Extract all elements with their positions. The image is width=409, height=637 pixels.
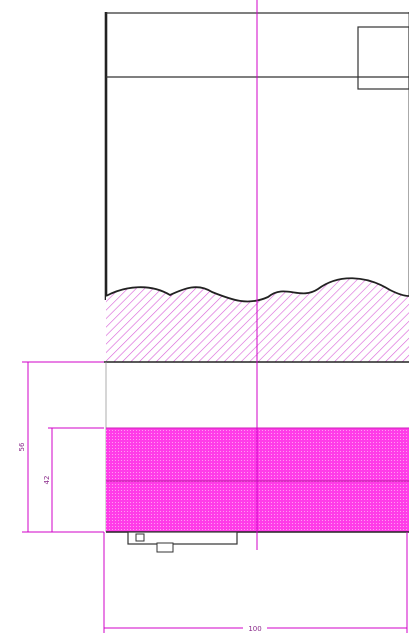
inner-height-label: 42 <box>43 476 51 485</box>
dimension-outer-height: 56 <box>18 361 104 533</box>
width-label-bg <box>243 622 267 633</box>
base-fixture <box>127 531 238 553</box>
base-plate <box>127 531 238 545</box>
corner-box <box>357 26 409 90</box>
wave-edge <box>105 277 409 303</box>
dimension-inner-height: 42 <box>43 427 104 532</box>
bolt-foot <box>156 542 174 553</box>
dimension-overall-width: 100 <box>103 532 408 633</box>
overall-width-label: 100 <box>248 625 261 633</box>
outer-height-label: 56 <box>18 442 26 451</box>
bolt-square <box>135 533 145 542</box>
